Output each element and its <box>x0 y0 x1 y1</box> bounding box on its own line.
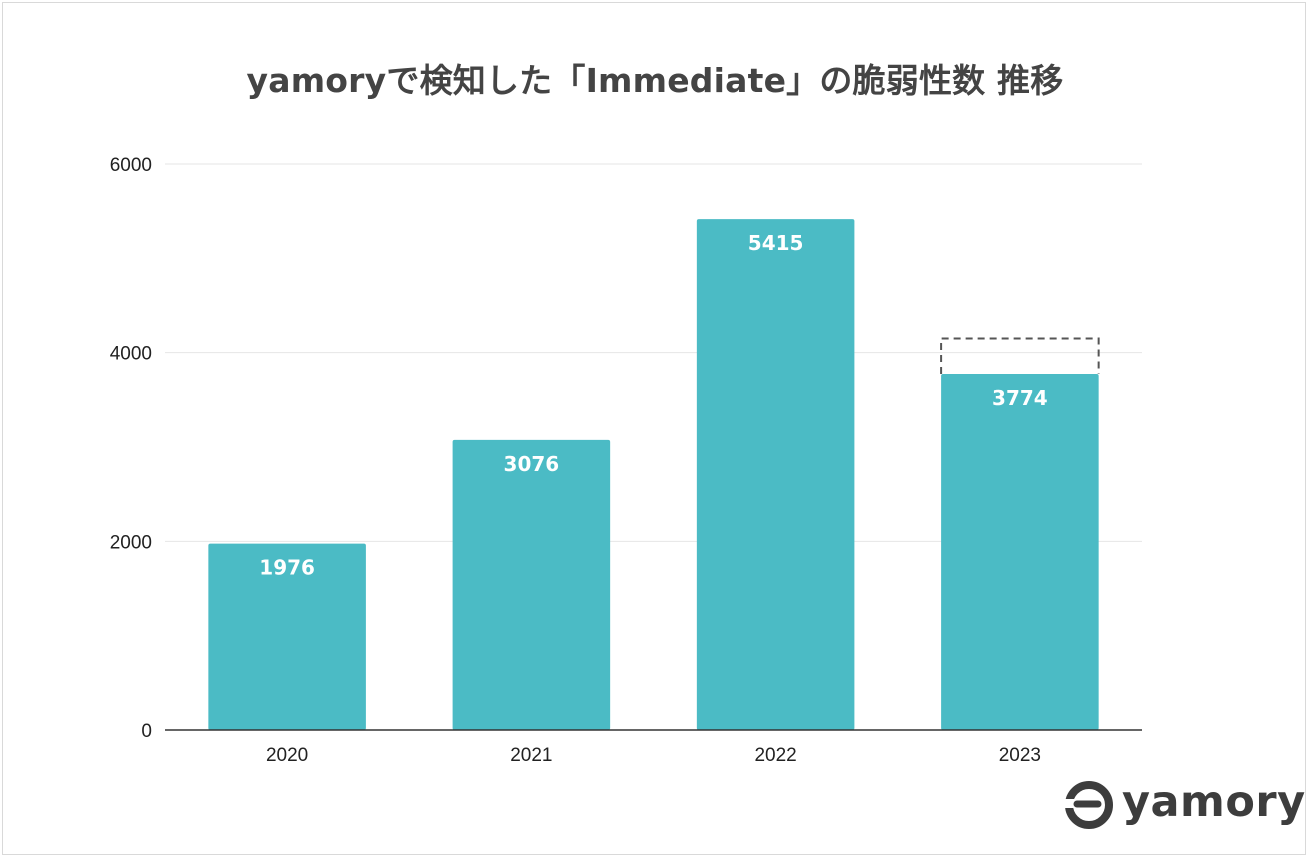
yamory-e-mark-icon <box>1065 781 1113 829</box>
bar-2023 <box>941 373 1099 730</box>
x-tick-label: 2021 <box>510 745 552 766</box>
y-tick-label: 2000 <box>110 532 152 553</box>
bar-data-label: 3076 <box>504 452 560 476</box>
x-tick-label: 2020 <box>266 745 308 766</box>
bar-data-label: 5415 <box>748 231 804 255</box>
yamory-logo: yamory <box>1064 776 1305 832</box>
x-axis-tick-labels: 2020 2021 2022 2023 <box>266 745 1041 766</box>
bar-2020 <box>208 543 366 730</box>
y-tick-label: 6000 <box>110 155 152 176</box>
chart-title: yamoryで検知した「Immediate」の脆弱性数 推移 <box>246 61 1064 100</box>
bars: 1976 3076 5415 3774 <box>208 219 1100 730</box>
projected-bar-outline <box>940 337 1100 374</box>
x-tick-label: 2023 <box>999 745 1041 766</box>
x-tick-label: 2022 <box>754 745 796 766</box>
brand-name: yamory <box>1122 777 1306 827</box>
bar-2022 <box>696 219 855 730</box>
bar-data-label: 3774 <box>992 386 1048 410</box>
bar-2021 <box>452 439 611 730</box>
y-tick-label: 0 <box>141 721 152 742</box>
y-tick-label: 4000 <box>110 344 152 365</box>
y-axis-tick-labels: 0 2000 4000 6000 <box>110 155 152 742</box>
bar-data-label: 1976 <box>259 556 315 580</box>
